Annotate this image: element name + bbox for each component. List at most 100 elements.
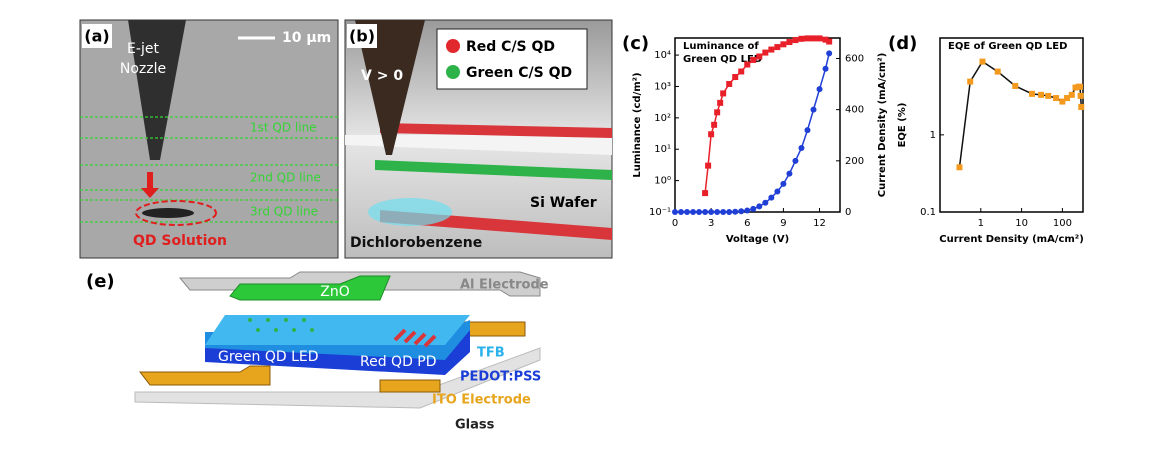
series-line [958,60,1083,168]
y-axis-label: Luminance (cd/m²) [632,72,643,177]
marker [798,35,805,42]
chart-title: Green QD LED [683,54,762,65]
wafer-text: Si Wafer [530,195,597,211]
solution-ring [135,200,217,226]
red-stripe [380,123,612,138]
line-text: 3rd QD line [250,205,318,219]
x-axis-label: Voltage (V) [726,234,789,245]
panel-b: Red C/S QD Green C/S QD (b) V > 0 Si Waf… [344,19,613,259]
marker [1045,92,1052,99]
zno [229,275,391,301]
x-tick-label: 9 [780,218,786,229]
marker [726,209,733,215]
y2-tick-label: 400 [845,105,864,116]
glass-text: Glass [455,418,495,433]
legend-box [436,28,588,90]
marker [810,35,817,42]
marker [738,68,745,75]
marker [792,37,799,44]
marker [956,164,963,171]
panel-label: (c) [622,33,649,54]
line-text: 1st QD line [250,121,317,135]
marker [826,50,833,57]
x-tick-label: 6 [744,218,750,229]
legend-marker [446,65,460,79]
voltage-text: V > 0 [361,68,403,84]
x-tick-label: 1 [978,218,984,229]
nozzle [355,20,425,155]
marker [717,99,724,106]
marker [762,49,769,56]
marker [1077,92,1084,99]
line-text: 2nd QD line [250,171,321,185]
x-tick-label: 100 [1053,218,1072,229]
marker [750,56,757,63]
chart-title: Luminance of [683,41,759,52]
marker [678,209,685,215]
y2-tick-label: 200 [845,156,864,167]
y-axis-label: EQE (%) [897,103,908,148]
x-tick-label: 3 [708,218,714,229]
legend-text: Red C/S QD [466,39,555,55]
marker [994,68,1001,75]
marker [1072,84,1079,91]
marker [798,145,805,152]
marker [702,209,709,215]
marker [780,41,787,48]
marker [690,209,697,215]
ito-text: ITO Electrode [432,393,531,408]
y-tick-label: 1 [930,130,936,141]
nozzle [128,20,186,160]
device-text: Green QD LED [218,349,319,365]
label-box [82,24,112,48]
marker [762,199,769,206]
al-text: Al Electrode [460,278,549,293]
marker [732,208,739,215]
marker [720,90,727,97]
qd-rods [393,328,437,348]
x-tick-label: 10 [1015,218,1028,229]
marker [792,157,799,164]
marker [774,44,781,51]
marker [744,207,751,214]
y-tick-label: 10⁰ [654,176,671,187]
y-tick-label: 10⁻¹ [649,207,671,218]
plot-frame [674,37,841,213]
marker [705,162,712,169]
marker [816,35,823,42]
ito [379,379,441,393]
marker [1076,83,1083,90]
marker [756,53,763,60]
tfb [205,315,470,345]
label-box [347,24,377,48]
arrow [141,172,159,198]
y2-tick-label: 0 [845,207,851,218]
solution-text: QD Solution [133,233,227,249]
y-tick-label: 10⁴ [654,50,671,61]
y-tick-label: 10¹ [654,144,671,155]
marker [816,86,823,93]
marker [672,209,678,215]
marker [1029,90,1036,97]
marker [720,209,727,215]
qd-lines [80,116,338,223]
y2-tick-label: 600 [845,53,864,64]
panel-e: (e) ZnO Al Electrode Green QD LED Red QD… [86,271,549,433]
droplet [142,208,194,218]
panel-label: (a) [84,27,109,46]
marker [1064,95,1071,102]
marker [1012,82,1019,89]
marker [1038,91,1045,98]
marker [979,58,986,65]
marker [774,188,781,195]
marker [726,80,733,87]
marker [1068,91,1075,98]
marker [826,38,833,45]
y-tick-label: 10³ [654,81,671,92]
marker [804,127,811,134]
marker [696,209,703,215]
marker [780,180,787,187]
y2-axis-label: Current Density (mA/cm²) [877,53,888,198]
marker [786,170,793,177]
